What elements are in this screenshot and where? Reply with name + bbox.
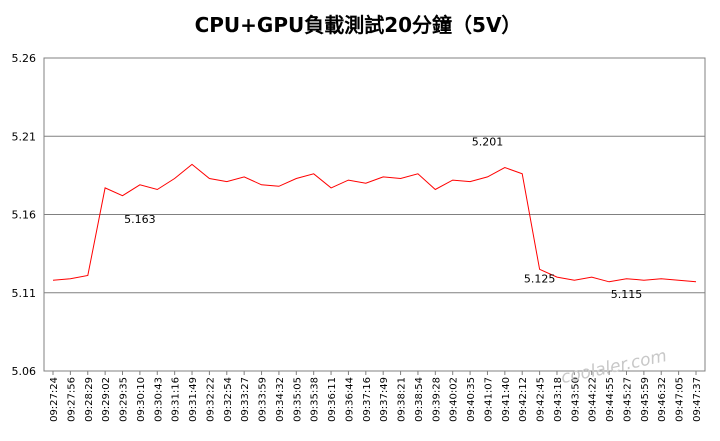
y-tick-label: 5.26 bbox=[12, 52, 37, 65]
x-tick-label: 09:36:44 bbox=[344, 377, 355, 422]
y-axis: 5.26 5.21 5.16 5.11 5.06 bbox=[12, 52, 37, 378]
x-tick-label: 09:31:49 bbox=[188, 377, 199, 422]
x-tick-label: 09:29:35 bbox=[119, 377, 130, 422]
x-tick-label: 09:38:54 bbox=[414, 377, 425, 422]
x-tick-label: 09:42:12 bbox=[518, 377, 529, 422]
plot-area bbox=[43, 57, 706, 372]
x-tick-label: 09:43:50 bbox=[570, 377, 581, 422]
x-tick-label: 09:32:54 bbox=[223, 377, 234, 422]
x-tick-label: 09:36:11 bbox=[327, 377, 338, 422]
x-tick-label: 09:27:56 bbox=[66, 377, 77, 422]
x-tick-label: 09:27:24 bbox=[49, 377, 60, 422]
x-tick-label: 09:40:02 bbox=[449, 377, 460, 422]
x-tick-label: 09:32:22 bbox=[205, 377, 216, 422]
data-labels: 5.163 5.201 5.125 5.115 bbox=[124, 135, 642, 301]
y-tick-label: 5.21 bbox=[12, 130, 37, 143]
x-tick-label: 09:33:59 bbox=[258, 377, 269, 422]
chart-title: CPU+GPU負載測試20分鐘（5V） bbox=[195, 13, 522, 37]
x-axis: 09:27:24 09:27:56 09:28:29 09:29:02 09:29:35… bbox=[49, 371, 703, 422]
x-tick-label: 09:40:35 bbox=[466, 377, 477, 422]
data-label: 5.115 bbox=[611, 288, 643, 301]
x-tick-label: 09:45:59 bbox=[640, 377, 651, 422]
x-tick-label: 09:35:38 bbox=[310, 377, 321, 422]
x-tick-label: 09:33:27 bbox=[240, 377, 251, 422]
x-tick-label: 09:28:29 bbox=[84, 377, 95, 422]
x-tick-label: 09:43:18 bbox=[553, 377, 564, 422]
x-tick-label: 09:31:16 bbox=[171, 377, 182, 422]
x-tick-label: 09:37:16 bbox=[362, 377, 373, 422]
y-tick-label: 5.06 bbox=[12, 365, 37, 378]
x-tick-label: 09:46:32 bbox=[657, 377, 668, 422]
x-tick-label: 09:44:55 bbox=[605, 377, 616, 422]
x-tick-label: 09:29:02 bbox=[101, 377, 112, 422]
x-tick-label: 09:45:27 bbox=[622, 377, 633, 422]
x-tick-label: 09:38:21 bbox=[397, 377, 408, 422]
x-tick-label: 09:30:10 bbox=[136, 377, 147, 422]
x-tick-label: 09:44:22 bbox=[588, 377, 599, 422]
series-line bbox=[52, 163, 697, 283]
x-tick-label: 09:37:49 bbox=[379, 377, 390, 422]
data-label: 5.201 bbox=[472, 135, 504, 148]
x-tick-label: 09:39:28 bbox=[431, 377, 442, 422]
x-tick-label: 09:34:32 bbox=[275, 377, 286, 422]
data-label: 5.125 bbox=[524, 272, 556, 285]
y-tick-label: 5.16 bbox=[12, 209, 37, 222]
x-tick-label: 09:41:40 bbox=[501, 377, 512, 422]
y-tick-label: 5.11 bbox=[12, 287, 37, 300]
x-tick-label: 09:47:05 bbox=[675, 377, 686, 422]
data-label: 5.163 bbox=[124, 213, 156, 226]
x-tick-label: 09:42:45 bbox=[536, 377, 547, 422]
x-tick-label: 09:35:05 bbox=[292, 377, 303, 422]
x-tick-label: 09:47:37 bbox=[692, 377, 703, 422]
x-tick-label: 09:41:07 bbox=[483, 377, 494, 422]
x-tick-label: 09:30:43 bbox=[153, 377, 164, 422]
